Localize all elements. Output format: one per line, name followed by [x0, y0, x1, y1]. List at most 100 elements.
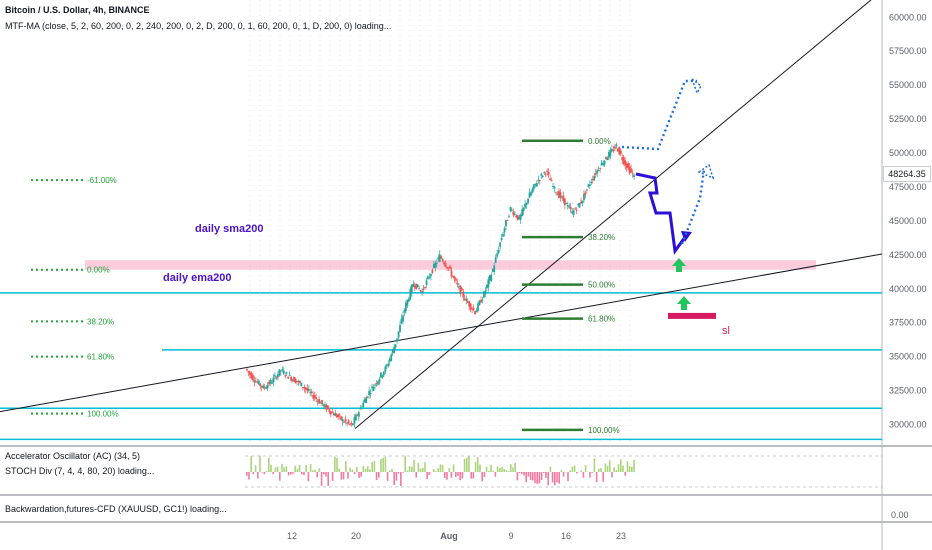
fib-label-right: 50.00% [588, 281, 615, 290]
candle-body [337, 414, 340, 418]
candle-body [612, 150, 615, 152]
candle-body [493, 265, 496, 272]
candle-body [447, 267, 450, 269]
oscillator-bar [356, 466, 358, 472]
candle-body [312, 394, 315, 399]
candle-body [257, 380, 260, 385]
candle-body [466, 301, 469, 303]
oscillator-bar [334, 456, 336, 472]
candle-body [393, 347, 396, 354]
candle-body [403, 309, 406, 313]
oscillator-legend-stoch[interactable]: STOCH Div (7, 4, 4, 80, 20) loading... [5, 466, 155, 476]
oscillator-bar [626, 461, 629, 472]
candle-body [596, 170, 599, 174]
oscillator-bar [287, 472, 290, 476]
oscillator-bar [342, 472, 345, 480]
oscillator-bar [452, 464, 455, 472]
price-tick-label: 55000.00 [889, 80, 927, 90]
candle-body [335, 414, 338, 418]
candle-body [369, 392, 372, 394]
candle-body [516, 215, 519, 220]
candle-body [575, 209, 578, 211]
candle-body [619, 150, 622, 155]
oscillator-bar [485, 466, 488, 472]
oscillator-bar [512, 467, 514, 472]
candle-body [360, 407, 363, 409]
symbol-title[interactable]: Bitcoin / U.S. Dollar, 4h, BINANCE [5, 5, 150, 15]
candle-body [399, 324, 401, 333]
indicator-legend[interactable]: MTF-MA (close, 5, 2, 60, 200, 0, 2, 240,… [5, 21, 392, 31]
oscillator-bar [573, 465, 576, 472]
oscillator-bar [248, 472, 250, 480]
candle-body [578, 203, 581, 208]
candle-body [621, 157, 624, 160]
price-tick-label: 32500.00 [889, 386, 927, 396]
oscillator-bar [499, 467, 501, 472]
price-tick-label: 40000.00 [889, 284, 927, 294]
candle-body [613, 146, 616, 149]
candle-body [474, 311, 476, 315]
candle-body [288, 374, 291, 376]
time-tick-label: 16 [561, 531, 571, 541]
candle-body [543, 171, 546, 173]
oscillator-bar [529, 472, 532, 480]
price-tick-label: 57500.00 [889, 46, 927, 56]
candle-body [603, 160, 606, 165]
candle-body [550, 180, 553, 182]
candle-body [371, 386, 373, 388]
fib-label-right: 38.20% [588, 233, 615, 242]
oscillator-bar [490, 464, 492, 472]
oscillator-bar [283, 467, 285, 472]
oscillator-bar [298, 464, 301, 472]
candle-body [608, 151, 610, 158]
candle-body [416, 284, 419, 288]
candle-body [356, 414, 359, 416]
oscillator-bar [364, 468, 367, 472]
oscillator-bar [576, 472, 578, 474]
candle-body [435, 262, 438, 264]
oscillator-bar [338, 468, 340, 472]
candle-body [449, 266, 451, 269]
candle-body [580, 201, 582, 204]
oscillator-bar [408, 466, 411, 472]
candle-body [321, 399, 323, 405]
candle-body [269, 380, 272, 384]
backwardation-legend[interactable]: Backwardation,futures-CFD (XAUUSD, GC1!)… [5, 504, 227, 514]
candle-body [460, 288, 463, 291]
candle-body [422, 288, 425, 290]
candle-body [350, 422, 353, 425]
oscillator-bar [263, 472, 266, 475]
oscillator-legend-ac[interactable]: Accelerator Oscillator (AC) (34, 5) [5, 451, 141, 461]
candle-body [427, 276, 429, 280]
oscillator-bar [492, 470, 494, 472]
oscillator-bar [569, 470, 571, 472]
oscillator-bar [279, 472, 281, 481]
oscillator-bar [615, 470, 618, 472]
candle-body [512, 211, 515, 216]
oscillator-bar [336, 457, 338, 472]
candle-body [299, 381, 301, 383]
oscillator-bar [602, 472, 604, 482]
dotted-projection [621, 79, 697, 151]
candle-body [509, 207, 512, 211]
oscillator-bar [316, 472, 318, 478]
candle-body [513, 213, 516, 215]
oscillator-bar [536, 472, 538, 484]
oscillator-bar [312, 470, 314, 472]
candle-body [563, 198, 566, 206]
candle-body [316, 400, 319, 402]
candle-body [593, 176, 596, 181]
candle-body [281, 369, 284, 371]
candle-body [374, 384, 376, 386]
oscillator-bar [479, 464, 481, 472]
candle-body [344, 418, 347, 422]
oscillator-bar [360, 472, 362, 477]
candle-body [430, 273, 432, 277]
candle-body [522, 207, 525, 211]
dotted-projection [680, 169, 706, 245]
oscillator-bar [554, 472, 556, 486]
candle-body [558, 190, 560, 198]
candle-body [256, 381, 259, 383]
candle-body [475, 310, 478, 313]
